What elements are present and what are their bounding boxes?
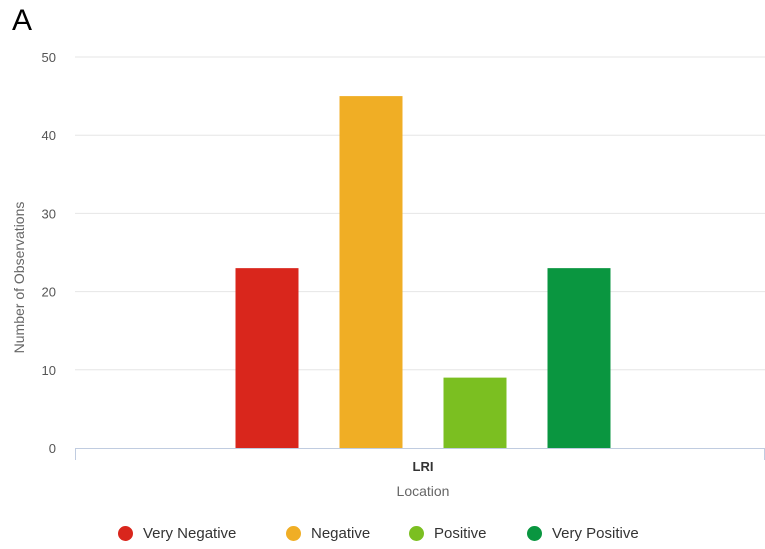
bar-very-negative: [235, 268, 299, 448]
x-axis: LRI: [75, 448, 765, 474]
bar-positive: [443, 377, 507, 448]
x-axis-title: Location: [397, 483, 450, 499]
legend: Very Negative Negative Positive Very Positi…: [0, 520, 765, 546]
legend-label: Very Positive: [552, 524, 639, 542]
bar-negative: [339, 96, 403, 448]
y-tick-label: 30: [42, 206, 56, 221]
legend-marker-icon: [527, 525, 542, 541]
legend-item-very-positive[interactable]: Very Positive: [527, 520, 639, 546]
y-tick-label: 50: [42, 50, 56, 65]
legend-item-very-negative[interactable]: Very Negative: [118, 520, 236, 546]
panel-label: A: [12, 4, 33, 37]
legend-item-positive[interactable]: Positive: [409, 520, 487, 546]
legend-marker-icon: [409, 525, 424, 541]
y-tick-label: 40: [42, 128, 56, 143]
y-axis-title: Number of Observations: [11, 202, 27, 354]
y-tick-label: 10: [42, 363, 56, 378]
gridlines: [75, 56, 765, 371]
bars: [235, 96, 611, 448]
bar-very-positive: [547, 268, 611, 448]
y-tick-label: 0: [49, 441, 56, 456]
legend-label: Very Negative: [143, 524, 237, 542]
y-axis-ticks: 0 10 20 30 40 50: [42, 50, 56, 456]
bar-chart: 0 10 20 30 40 50 LRI Number of Observations L…: [11, 50, 765, 499]
legend-label: Positive: [434, 524, 487, 542]
legend-marker-icon: [118, 525, 133, 541]
x-category-label: LRI: [413, 459, 434, 474]
legend-label: Negative: [311, 524, 371, 542]
y-tick-label: 20: [42, 285, 56, 300]
legend-marker-icon: [286, 525, 301, 541]
legend-item-negative[interactable]: Negative: [286, 520, 370, 546]
